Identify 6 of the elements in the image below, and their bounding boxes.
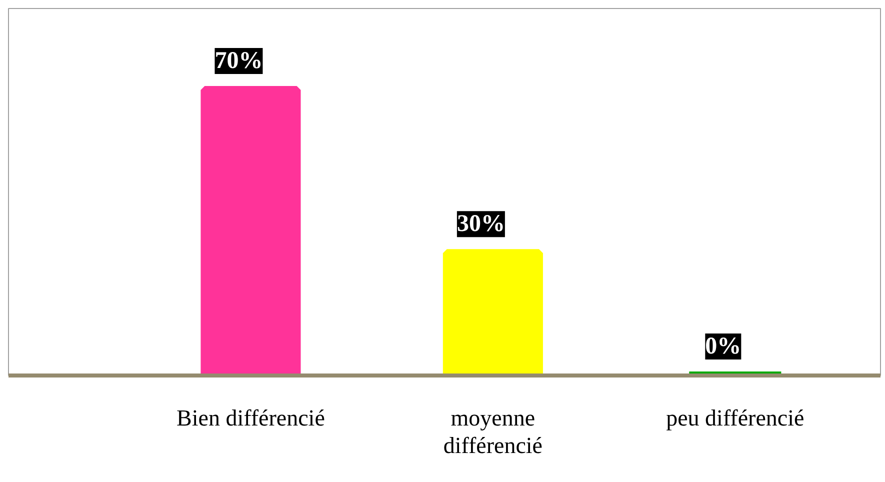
x-tick-label: moyenne différencié [443,406,543,458]
x-tick-label: peu différencié [666,406,804,430]
data-label: 70% [214,48,263,74]
x-tick-label: Bien différencié [176,406,325,430]
data-label: 0% [705,334,742,360]
data-label: 30% [456,211,505,238]
